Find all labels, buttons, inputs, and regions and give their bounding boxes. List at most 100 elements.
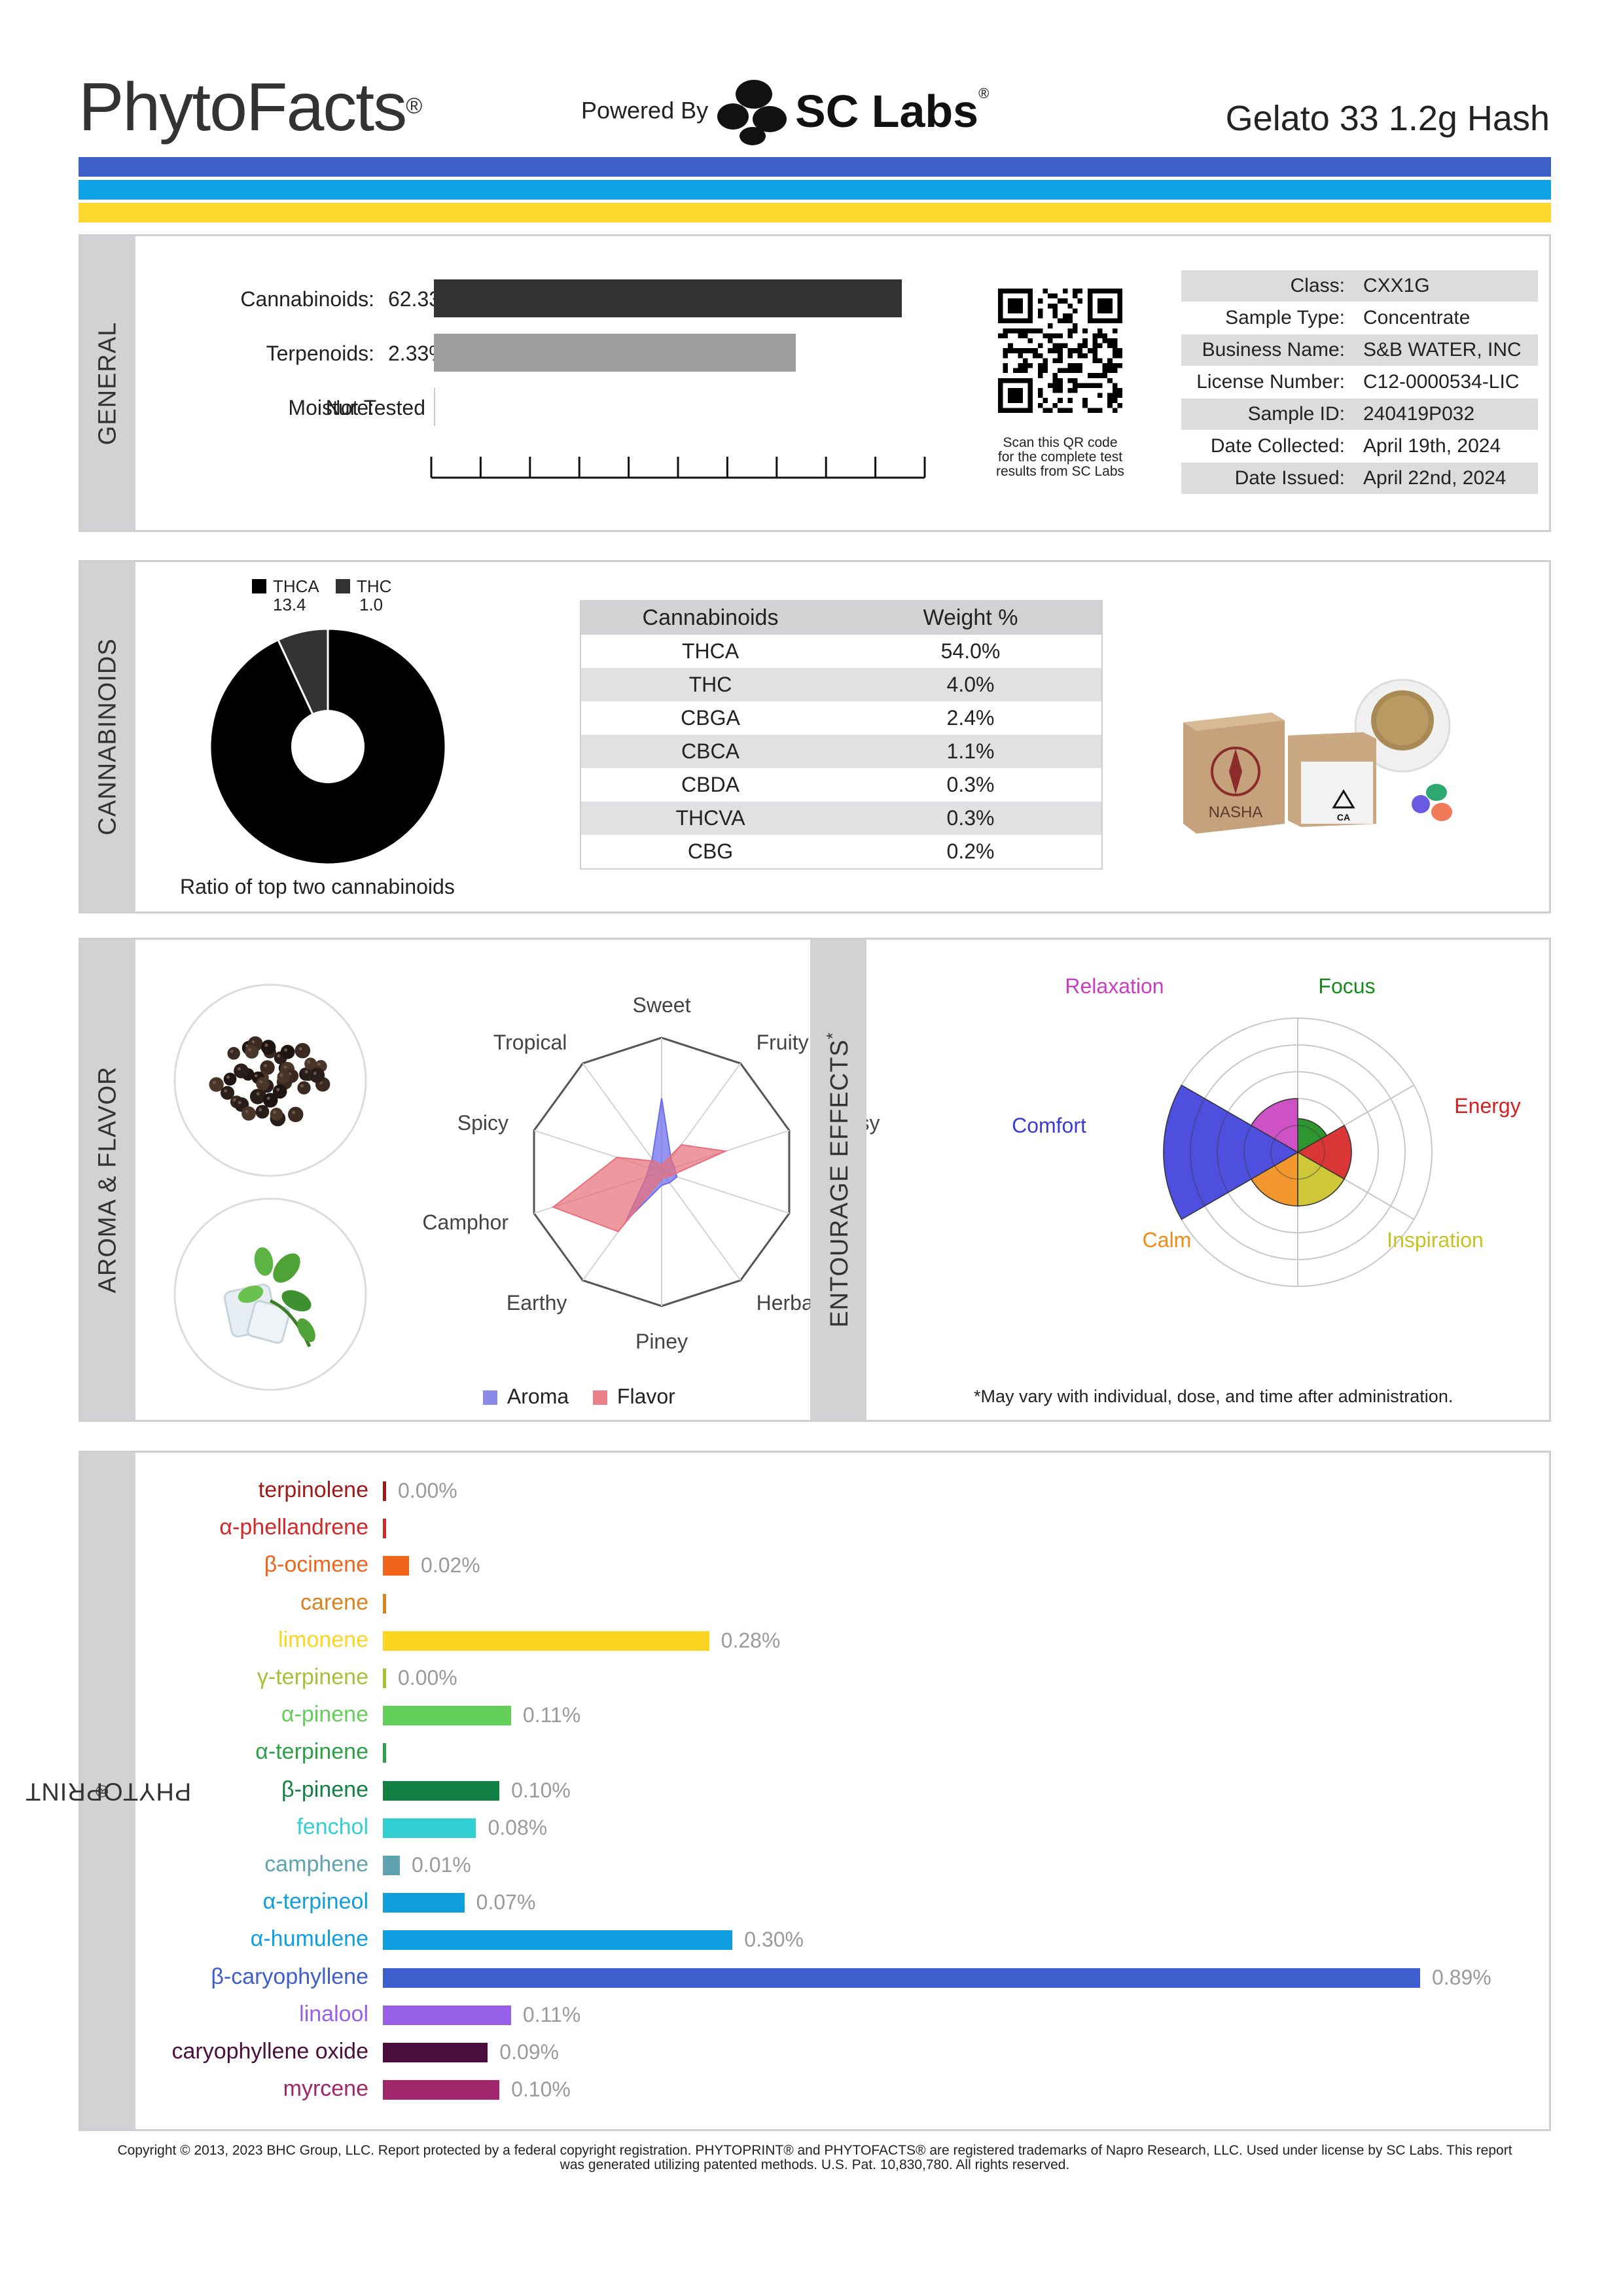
legend-value: 13.4 bbox=[273, 595, 306, 614]
qr-caption-line-3: results from SC Labs bbox=[995, 464, 1125, 479]
terpene-name: α-terpinene bbox=[255, 1739, 368, 1765]
mint-ice-image bbox=[173, 1197, 367, 1391]
terpene-bar bbox=[383, 1631, 709, 1651]
table-row: THCA 54.0% bbox=[581, 635, 1101, 668]
cannabinoid-weight: 0.2% bbox=[946, 839, 995, 863]
terpene-value: 0.10% bbox=[511, 1778, 571, 1802]
terpene-row: myrcene 0.10% bbox=[80, 2074, 1546, 2105]
general-axis bbox=[430, 457, 926, 479]
sample-info-row: Sample ID: 240419P032 bbox=[1181, 398, 1538, 430]
terpene-value: 0.28% bbox=[721, 1628, 781, 1652]
terpene-bar bbox=[383, 1743, 386, 1763]
legend-value: 1.0 bbox=[359, 595, 383, 614]
general-panel: GENERAL Cannabinoids: 62.33% Terpenoids: 2.… bbox=[79, 234, 1551, 532]
radar-axis-label: Piney bbox=[635, 1330, 688, 1353]
cannabinoid-weight: 4.0% bbox=[840, 668, 1101, 701]
terpene-row: α-terpineol 0.07% bbox=[80, 1886, 1546, 1918]
cannabinoids-side-label: CANNABINOIDS bbox=[80, 562, 135, 911]
terpene-name: α-phellandrene bbox=[219, 1515, 368, 1540]
cannabinoid-name: THCA bbox=[681, 639, 740, 663]
sc-labs-wordmark: SC Labs® bbox=[795, 85, 989, 137]
aroma-side-label: AROMA & FLAVOR bbox=[80, 940, 135, 1420]
product-box-badge: CA bbox=[1337, 812, 1350, 822]
table-row: CBDA 0.3% bbox=[581, 768, 1101, 802]
sample-info-value: Concentrate bbox=[1363, 307, 1471, 328]
qr-code[interactable] bbox=[998, 289, 1122, 413]
terpene-row: linalool 0.11% bbox=[80, 1999, 1546, 2030]
terpene-name: β-pinene bbox=[281, 1776, 368, 1802]
aroma-legend-label: Aroma bbox=[507, 1385, 569, 1408]
terpene-value: 0.00% bbox=[398, 1666, 457, 1689]
general-row-value: 2.33% bbox=[388, 342, 448, 365]
general-row-label: Terpenoids: bbox=[266, 342, 374, 365]
sample-info-value: April 22nd, 2024 bbox=[1363, 467, 1507, 489]
sample-info-value: 240419P032 bbox=[1363, 403, 1475, 425]
terpene-value: 0.08% bbox=[488, 1815, 548, 1839]
sample-info-row: Date Issued: April 22nd, 2024 bbox=[1181, 463, 1538, 494]
general-row-value: 62.33% bbox=[388, 287, 459, 311]
cannabinoid-name: CBG bbox=[687, 839, 734, 863]
aroma-legend-swatch bbox=[483, 1390, 497, 1405]
sample-info-value: C12-0000534-LIC bbox=[1363, 371, 1520, 393]
stripe-cyan bbox=[79, 180, 1551, 200]
phytoprint-panel: PHYTOPRINT ® terpinolene 0.00% α-phellandre… bbox=[25, 1451, 1551, 2131]
terpene-name: α-humulene bbox=[250, 1926, 368, 1952]
terpene-row: α-pinene 0.11% bbox=[80, 1699, 1546, 1731]
cannabinoid-name: THC bbox=[581, 668, 840, 701]
terpene-bar bbox=[383, 1930, 733, 1951]
general-row-label: Moisture: bbox=[288, 396, 374, 419]
effect-label: Inspiration bbox=[1387, 1228, 1484, 1252]
lab-registered-mark: ® bbox=[978, 85, 990, 101]
legend-swatch bbox=[252, 579, 266, 593]
terpene-name: fenchol bbox=[296, 1814, 368, 1839]
terpene-row: β-ocimene 0.02% bbox=[80, 1549, 1546, 1581]
effect-sector-calm bbox=[1250, 1151, 1298, 1207]
terpene-name: terpinolene bbox=[258, 1477, 368, 1502]
table-row: CBG 0.2% bbox=[581, 835, 1101, 868]
stripe-blue bbox=[79, 157, 1551, 177]
terpene-value: 0.11% bbox=[522, 2002, 581, 2026]
table-header-cannabinoids: Cannabinoids bbox=[581, 601, 840, 635]
sample-info-key: Date Collected: bbox=[1210, 435, 1345, 457]
effect-sector-focus bbox=[1297, 1118, 1328, 1154]
cannabinoid-weight: 0.3% bbox=[840, 802, 1101, 835]
terpene-bar bbox=[383, 1818, 476, 1838]
brand-logo: PhytoFacts® bbox=[79, 69, 422, 147]
product-title: Gelato 33 1.2g Hash bbox=[1225, 99, 1550, 138]
stripe-yellow bbox=[79, 203, 1551, 222]
cannabinoids-panel: CANNABINOIDS THCA 13.4 THC 1.0 Ratio of top… bbox=[79, 560, 1551, 913]
sample-info-key: Business Name: bbox=[1202, 339, 1345, 361]
terpene-row: carene bbox=[80, 1587, 1546, 1619]
terpene-bar bbox=[383, 1593, 386, 1614]
terpene-value: 0.00% bbox=[398, 1479, 457, 1502]
terpene-name: myrcene bbox=[283, 2076, 368, 2102]
ratio-caption: Ratio of top two cannabinoids bbox=[180, 875, 455, 898]
terpene-name: linalool bbox=[299, 2001, 368, 2026]
footer-line-2: was generated utilizing patented methods… bbox=[560, 2157, 1070, 2172]
terpene-row: terpinolene 0.00% bbox=[80, 1475, 1546, 1506]
flavor-legend-swatch bbox=[593, 1390, 608, 1405]
terpene-name: γ-terpinene bbox=[257, 1665, 368, 1689]
copyright-footer: Copyright © 2013, 2023 BHC Group, LLC. R… bbox=[79, 2144, 1551, 2172]
sample-info-row: Business Name: S&B WATER, INC bbox=[1181, 334, 1538, 366]
terpene-row: camphene 0.01% bbox=[80, 1849, 1546, 1881]
terpene-bar bbox=[383, 1856, 400, 1875]
general-row-value: Not Tested bbox=[325, 396, 425, 419]
cannabinoid-name: CBDA bbox=[681, 773, 740, 796]
terpene-row: β-caryophyllene 0.89% bbox=[80, 1962, 1546, 1993]
product-image: NASHA CA bbox=[1183, 679, 1452, 834]
table-row: THCVA 0.3% bbox=[581, 802, 1101, 835]
effect-label: Focus bbox=[1318, 974, 1375, 998]
terpene-bar bbox=[383, 1481, 386, 1501]
cannabinoid-table: Cannabinoids Weight % THCA 54.0% THC 4.0% CB… bbox=[580, 600, 1103, 870]
cannabinoid-weight: 1.1% bbox=[840, 735, 1101, 768]
effect-label: Calm bbox=[1143, 1228, 1192, 1252]
terpene-value: 0.10% bbox=[511, 2077, 571, 2102]
product-box-text: NASHA bbox=[1209, 804, 1263, 821]
terpene-bar bbox=[383, 2043, 488, 2062]
terpene-row: limonene 0.28% bbox=[80, 1625, 1546, 1656]
qr-caption-line-1: Scan this QR code bbox=[1003, 435, 1118, 450]
terpene-bar bbox=[383, 1968, 1420, 1988]
table-header-weight: Weight % bbox=[840, 601, 1101, 635]
terpene-row: β-pinene 0.10% bbox=[80, 1775, 1546, 1806]
